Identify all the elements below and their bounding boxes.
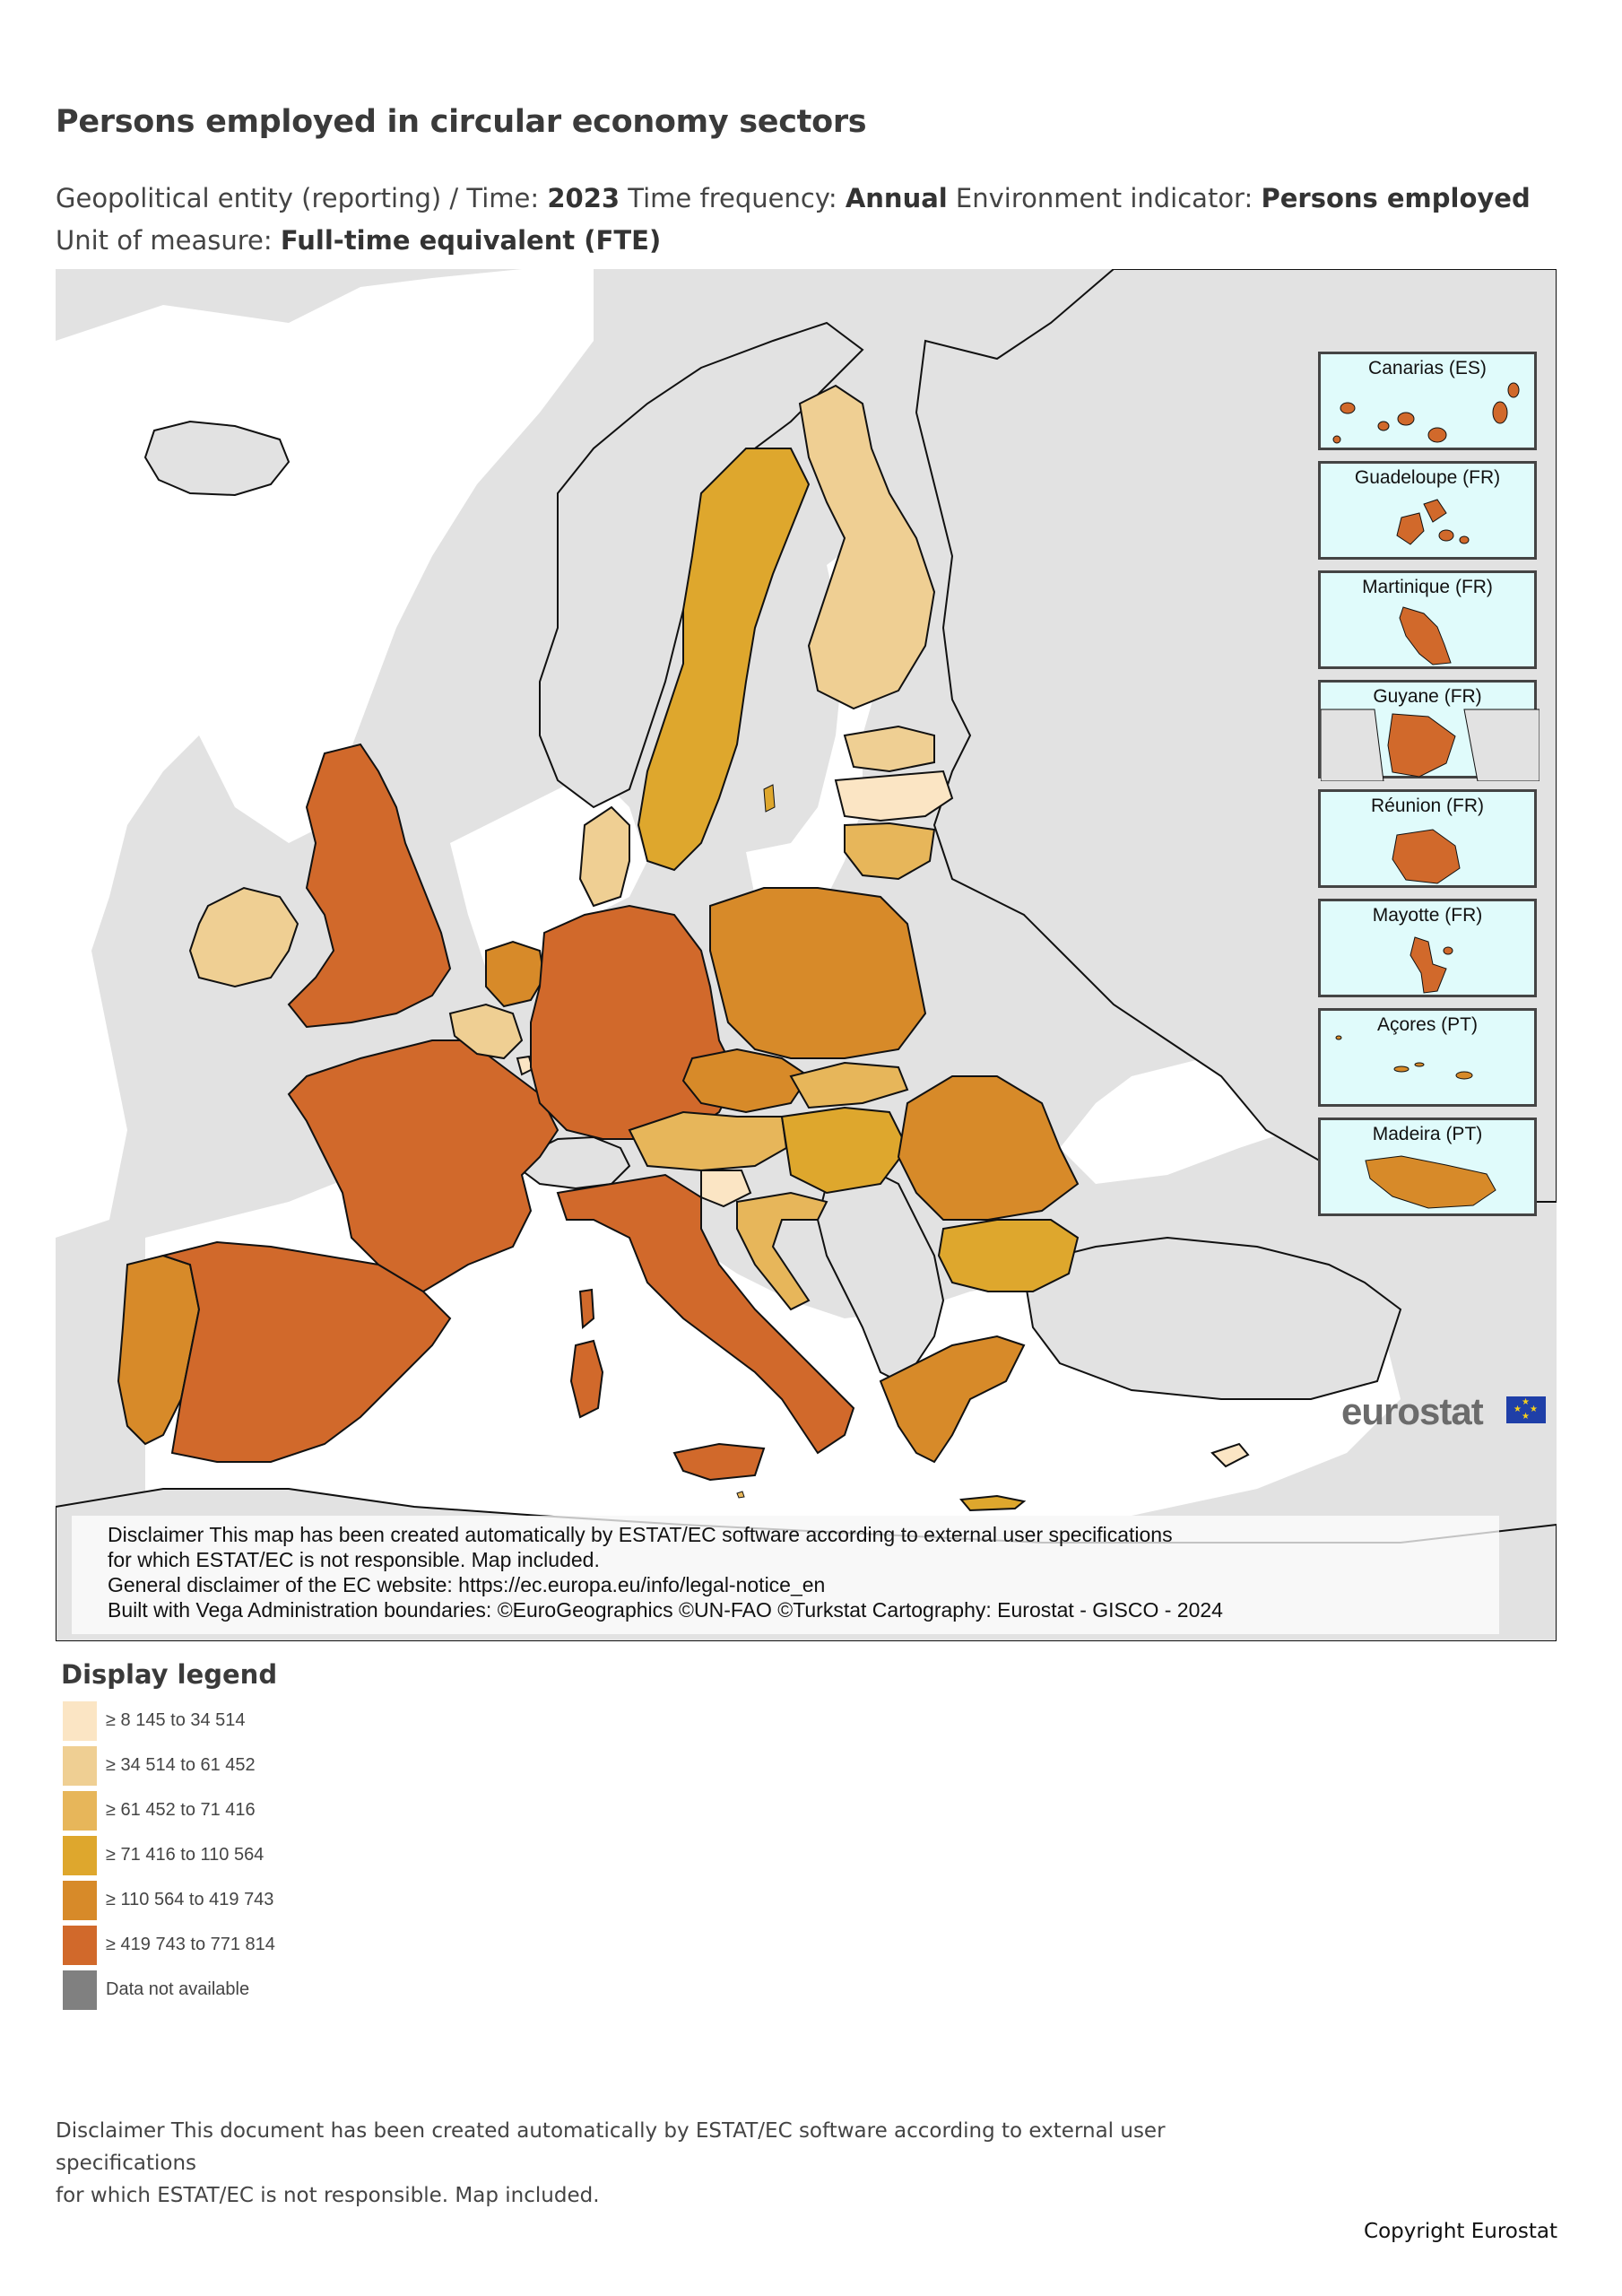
legend-swatch	[63, 1701, 97, 1741]
eu-flag-icon: ★ ★ ★ ★	[1506, 1396, 1546, 1423]
inset-label: Mayotte (FR)	[1372, 905, 1483, 926]
page-title: Persons employed in circular economy sec…	[56, 104, 867, 140]
inset-label: Açores (PT)	[1376, 1014, 1478, 1035]
legend-label: ≥ 110 564 to 419 743	[106, 1890, 274, 1909]
inset-guyane[interactable]: Guyane (FR)	[1318, 680, 1540, 781]
inset-label: Guyane (FR)	[1373, 686, 1482, 707]
legend-label: ≥ 61 452 to 71 416	[106, 1800, 256, 1820]
island-sicily	[672, 1442, 766, 1482]
legend-label: ≥ 34 514 to 61 452	[106, 1755, 256, 1775]
unit-label: Unit of measure:	[56, 225, 281, 256]
legend-label: Data not available	[106, 1979, 250, 1999]
country-sweden	[637, 448, 811, 872]
inset-reunion[interactable]: Réunion (FR)	[1318, 789, 1537, 888]
legend-label: ≥ 8 145 to 34 514	[106, 1710, 246, 1730]
europe-map[interactable]: Canarias (ES) Guadeloupe (FR) Martinique…	[56, 269, 1557, 1641]
legend-swatch	[63, 1926, 97, 1965]
country-belgium	[448, 1003, 524, 1060]
legend-swatch	[63, 1791, 97, 1831]
inset-label: Canarias (ES)	[1368, 358, 1487, 378]
inset-canarias[interactable]: Canarias (ES)	[1318, 352, 1537, 450]
time-value: 2023	[547, 183, 620, 213]
legend-label: ≥ 71 416 to 110 564	[106, 1845, 265, 1865]
country-lithuania	[844, 822, 936, 881]
document-disclaimer: Disclaimer This document has been create…	[56, 2115, 1311, 2212]
inset-label: Guadeloupe (FR)	[1354, 467, 1501, 488]
country-ireland	[188, 886, 299, 988]
country-poland	[709, 887, 927, 1059]
country-greece	[879, 1335, 1026, 1464]
inset-label: Madeira (PT)	[1372, 1124, 1483, 1144]
country-latvia	[834, 770, 954, 822]
inset-shape	[1335, 1035, 1473, 1080]
country-denmark	[578, 805, 630, 908]
country-croatia	[736, 1191, 828, 1311]
freq-value: Annual	[845, 183, 948, 213]
legend-swatch	[63, 1970, 97, 2010]
country-finland	[798, 384, 936, 710]
country-slovakia	[789, 1061, 909, 1109]
country-uk	[287, 743, 452, 1029]
island-sardinia	[569, 1339, 604, 1419]
map-svg	[56, 269, 1557, 1641]
copyright: Copyright Eurostat	[1364, 2220, 1557, 2243]
legend-title: Display legend	[61, 1659, 278, 1690]
country-slovenia	[700, 1170, 752, 1208]
country-bulgaria	[937, 1219, 1080, 1292]
inset-martinique[interactable]: Martinique (FR)	[1318, 570, 1537, 669]
legend-swatch	[63, 1746, 97, 1786]
inset-shape	[1392, 829, 1461, 884]
legend-swatch	[63, 1836, 97, 1875]
island-corsica	[578, 1288, 595, 1330]
land-switzerland	[521, 1135, 631, 1190]
land-iceland	[143, 420, 291, 497]
map-disclaimer-box: Disclaimer This map has been created aut…	[72, 1516, 1499, 1634]
country-hungary	[780, 1106, 909, 1195]
inset-shape	[1396, 499, 1470, 545]
inset-shape	[1409, 936, 1453, 994]
island-gotland	[763, 784, 776, 813]
legend-label: ≥ 419 743 to 771 814	[106, 1935, 275, 1954]
inset-guadeloupe[interactable]: Guadeloupe (FR)	[1318, 461, 1537, 560]
map-disclaimer-line: Disclaimer This map has been created aut…	[108, 1523, 1173, 1546]
country-italy	[556, 1173, 855, 1455]
map-disclaimer-line: General disclaimer of the EC website: ht…	[108, 1573, 826, 1596]
inset-label: Martinique (FR)	[1362, 577, 1493, 597]
map-disclaimer-line: Built with Vega Administration boundarie…	[108, 1598, 1223, 1622]
island-cyprus	[1210, 1442, 1250, 1468]
legend-swatch	[63, 1881, 97, 1920]
eurostat-logo: eurostat	[1341, 1390, 1484, 1432]
doc-disclaimer-line: for which ESTAT/EC is not responsible. M…	[56, 2184, 600, 2207]
freq-label: Time frequency:	[620, 183, 846, 213]
country-france	[287, 1039, 559, 1293]
country-netherlands	[485, 940, 546, 1008]
indicator-value: Persons employed	[1261, 183, 1531, 213]
map-disclaimer-line: for which ESTAT/EC is not responsible. M…	[108, 1548, 600, 1571]
country-spain	[160, 1240, 452, 1463]
inset-shape	[1399, 606, 1452, 665]
island-crete	[959, 1494, 1027, 1512]
country-czechia	[681, 1048, 811, 1114]
geo-label: Geopolitical entity (reporting) / Time:	[56, 183, 548, 213]
country-romania	[897, 1075, 1080, 1221]
inset-shape	[1321, 709, 1540, 781]
inset-label: Réunion (FR)	[1370, 796, 1485, 816]
inset-acores[interactable]: Açores (PT)	[1318, 1008, 1537, 1107]
doc-disclaimer-line: Disclaimer This document has been create…	[56, 2119, 1166, 2175]
inset-shape	[1332, 382, 1520, 444]
country-estonia	[843, 725, 935, 773]
unit-value: Full-time equivalent (FTE)	[280, 225, 662, 256]
inset-mayotte[interactable]: Mayotte (FR)	[1318, 899, 1537, 997]
inset-shape	[1365, 1155, 1496, 1209]
land-turkey	[1022, 1236, 1402, 1400]
indicator-label: Environment indicator:	[947, 183, 1262, 213]
island-malta	[736, 1491, 745, 1499]
map-subtitle: Geopolitical entity (reporting) / Time: …	[56, 178, 1562, 262]
inset-madeira[interactable]: Madeira (PT)	[1318, 1118, 1537, 1216]
